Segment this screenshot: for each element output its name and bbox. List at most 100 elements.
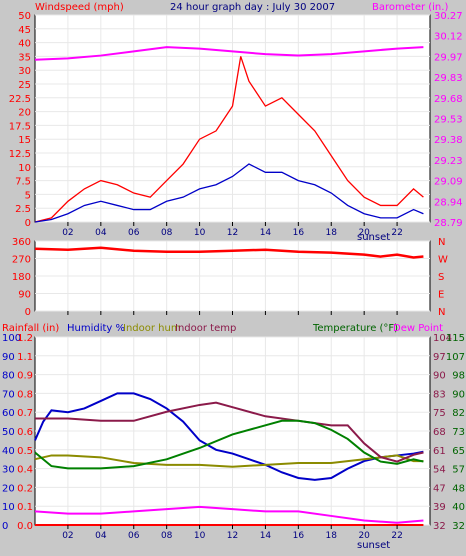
dew-y-tick: 39 [433,502,446,513]
indoor-temp-label: Indoor temp [175,323,236,334]
wind-y-tick: 20 [18,108,31,119]
rain-y-tick: 1.1 [17,352,33,363]
x-tick-label: 08 [161,228,173,238]
temp-y-tick: 82 [452,408,465,419]
wind-y-tick: 0 [25,218,31,229]
sunset-label-2: sunset [357,540,390,551]
dew-y-tick: 97 [433,352,446,363]
wind-y-tick: 10 [18,163,31,174]
rain-y-tick: 0.4 [17,465,33,476]
x-tick-label: 22 [391,531,402,541]
panel3-line-2 [34,454,424,468]
humidity-y-tick: 100 [2,333,21,344]
x-tick-label: 08 [161,531,173,541]
dew-y-tick: 61 [433,446,446,457]
x-tick-label: 06 [128,531,140,541]
wind-y-tick: 17.5 [9,121,31,132]
temp-y-tick: 48 [452,483,465,494]
x-tick-label: 10 [194,228,206,238]
dew-y-tick: 104 [433,333,452,344]
baro-y-tick: 29.97 [434,52,463,63]
wind-y-tick: 35 [18,52,31,63]
rain-y-tick: 0.0 [17,521,33,532]
humidity-y-tick: 90 [2,352,15,363]
baro-y-tick: 29.38 [434,135,463,146]
baro-y-tick: 30.27 [434,11,463,22]
rain-y-tick: 0.5 [17,446,33,457]
compass-tick: S [438,272,444,283]
barometer-axis-label: Barometer (in.) [372,2,448,13]
rain-y-tick: 0.7 [17,408,33,419]
x-tick-label: 14 [260,228,272,238]
x-tick-label: 02 [62,531,73,541]
wind-y-tick: 25 [18,80,31,91]
compass-tick: N [438,237,445,248]
baro-y-tick: 30.12 [434,32,463,43]
panel3-line-3 [35,401,424,463]
wind-y-tick: 50 [18,11,31,22]
rain-y-tick: 1.2 [17,333,33,344]
x-tick-label: 10 [194,531,206,541]
baro-y-tick: 28.94 [434,197,463,208]
temp-y-tick: 57 [452,465,465,476]
humidity-y-tick: 0 [2,521,8,532]
panel3-line-5 [34,505,424,524]
series-line-0 [34,56,424,223]
wind-y-tick: 7.5 [15,177,31,188]
direction-y-tick: 270 [12,255,31,266]
x-tick-label: 20 [358,531,370,541]
temp-y-tick: 40 [452,502,465,513]
wind-y-tick: 5 [25,190,31,201]
wind-y-tick: 15 [18,135,31,146]
rain-y-tick: 0.1 [17,502,33,513]
dew-point-label: Dew Point [393,323,443,334]
humidity-y-tick: 40 [2,446,15,457]
temp-y-tick: 73 [452,427,465,438]
panel3-line-1 [34,392,424,481]
dew-y-tick: 54 [433,465,446,476]
direction-y-tick: 90 [18,290,31,301]
compass-tick: W [438,255,448,266]
temperature-label: Temperature (°F) [312,323,398,334]
x-tick-label: 18 [326,228,338,238]
dew-y-tick: 75 [433,408,446,419]
humidity-y-tick: 80 [2,371,15,382]
dew-y-tick: 90 [433,371,446,382]
x-tick-label: 04 [95,531,107,541]
x-tick-label: 20 [358,228,370,238]
indoor-hum-label: Indoor hum [123,323,181,334]
rain-y-tick: 0.8 [17,389,33,400]
wind-y-tick: 30 [18,66,31,77]
wind-y-tick: 12.5 [9,149,31,160]
humidity-y-tick: 60 [2,408,15,419]
wind-y-tick: 40 [18,39,31,50]
baro-y-tick: 28.79 [434,218,463,229]
direction-y-tick: 180 [12,272,31,283]
x-tick-label: 12 [227,531,238,541]
baro-y-tick: 29.68 [434,94,463,105]
baro-y-tick: 29.23 [434,156,463,167]
x-tick-label: 06 [128,228,140,238]
dew-y-tick: 68 [433,427,446,438]
temp-y-tick: 32 [452,521,465,532]
x-tick-label: 04 [95,228,107,238]
rain-y-tick: 0.2 [17,483,33,494]
direction-line [34,246,424,259]
rain-y-tick: 0.9 [17,371,33,382]
series-line-1 [34,163,424,223]
x-tick-label: 02 [62,228,73,238]
rainfall-label: Rainfall (in) [2,323,59,334]
windspeed-axis-label: Windspeed (mph) [35,2,124,13]
humidity-y-tick: 10 [2,502,15,513]
x-tick-label: 14 [260,531,272,541]
wind-y-tick: 22.5 [9,94,31,105]
temp-y-tick: 98 [452,371,465,382]
temp-y-tick: 107 [446,352,465,363]
compass-tick: E [438,290,444,301]
humidity-y-tick: 70 [2,389,15,400]
wind-y-tick: 45 [18,25,31,36]
humidity-y-tick: 20 [2,483,15,494]
dew-y-tick: 47 [433,483,446,494]
wind-y-tick: 2.5 [15,204,31,215]
